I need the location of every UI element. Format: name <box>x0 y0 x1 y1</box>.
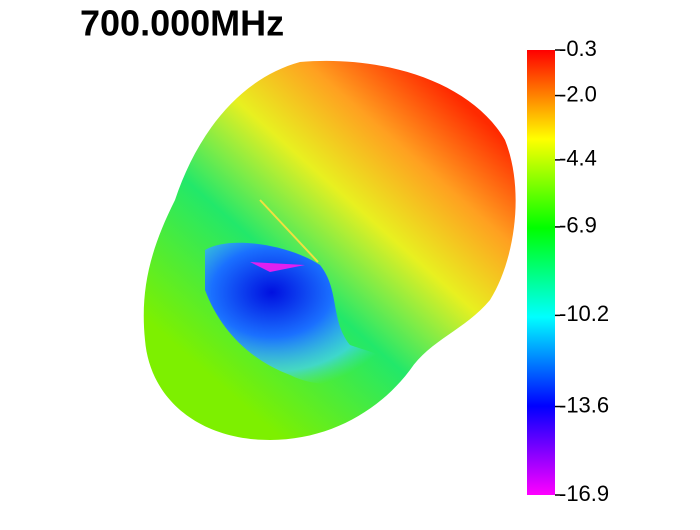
colorbar <box>527 50 555 495</box>
chart-title: 700.000MHz <box>80 3 284 44</box>
tick-label: -2.0 <box>559 81 597 106</box>
tick-label: -13.6 <box>559 392 609 417</box>
tick-label: -6.9 <box>559 213 597 238</box>
tick-label: -4.4 <box>559 146 597 171</box>
pattern-surface <box>143 60 516 440</box>
tick-label: -16.9 <box>559 481 609 506</box>
tick-label: -0.3 <box>559 36 597 61</box>
tick-label: -10.2 <box>559 301 609 326</box>
